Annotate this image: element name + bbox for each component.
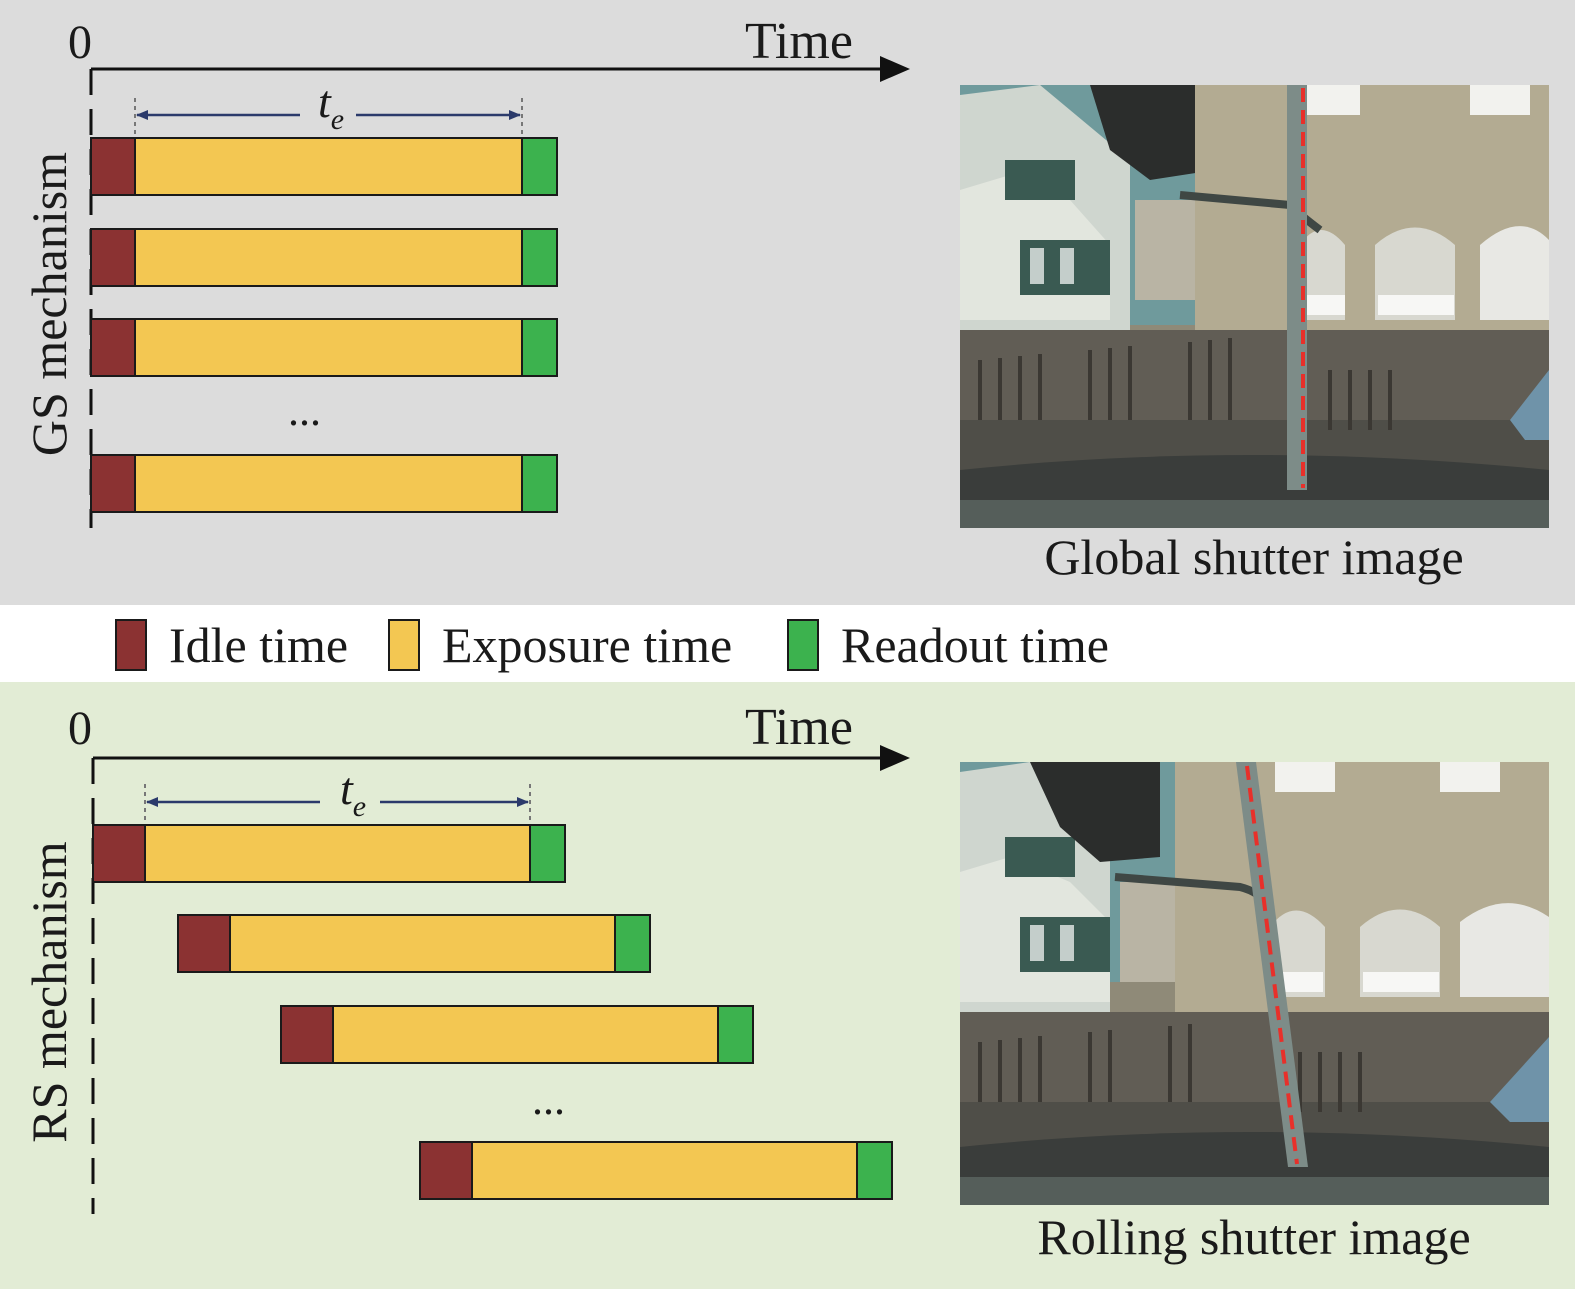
- rs-row-2: [177, 914, 651, 973]
- legend-readout-swatch: [787, 619, 819, 671]
- legend-exposure-label: Exposure time: [442, 617, 733, 673]
- rs-row-2-idle: [177, 914, 231, 973]
- gs-row-1-readout: [521, 137, 558, 196]
- gs-row-3-idle: [90, 318, 136, 377]
- legend-idle-label: Idle time: [169, 617, 349, 673]
- legend-idle-swatch: [115, 619, 147, 671]
- rs-mechanism-label: RS mechanism: [21, 841, 77, 1142]
- gs-row-2-readout: [521, 228, 558, 287]
- legend: Idle time Exposure time Readout time: [0, 605, 1575, 682]
- gs-axis-label: Time: [745, 13, 853, 70]
- legend-exposure: Exposure time: [388, 619, 732, 671]
- gs-ellipsis: ...: [288, 386, 321, 435]
- gs-row-2-idle: [90, 228, 136, 287]
- rs-time-axis-arrowhead: [880, 745, 910, 771]
- rs-row-1-idle: [92, 824, 146, 883]
- gs-photo: [960, 85, 1549, 528]
- gs-row-2: [90, 228, 558, 287]
- rs-row-3: [280, 1005, 754, 1064]
- rs-axis-label: Time: [745, 699, 853, 756]
- rs-row-last-exposure: [471, 1141, 858, 1200]
- gs-te-label: te: [318, 76, 344, 136]
- gs-row-1-idle: [90, 137, 136, 196]
- gs-time-axis-arrowhead: [880, 56, 910, 82]
- rs-photo: [960, 762, 1549, 1205]
- gs-mechanism-label: GS mechanism: [21, 152, 77, 456]
- legend-readout: Readout time: [787, 619, 1109, 671]
- rs-ellipsis: ...: [532, 1075, 565, 1124]
- gs-image-caption: Global shutter image: [1044, 529, 1463, 585]
- rs-row-3-readout: [717, 1005, 754, 1064]
- gs-row-last-readout: [521, 454, 558, 513]
- rs-te-label: te: [340, 763, 366, 823]
- legend-exposure-swatch: [388, 619, 420, 671]
- gs-axis-origin: 0: [68, 16, 92, 69]
- gs-diagram: 0 Time te ...: [21, 13, 1549, 585]
- rs-row-1-exposure: [144, 824, 531, 883]
- gs-row-3-exposure: [134, 318, 523, 377]
- rs-row-3-exposure: [332, 1005, 719, 1064]
- gs-row-2-exposure: [134, 228, 523, 287]
- rs-row-1-readout: [529, 824, 566, 883]
- rs-panel: 0 Time te ... RS: [0, 682, 1575, 1289]
- rs-row-2-exposure: [229, 914, 616, 973]
- gs-panel: 0 Time te ...: [0, 0, 1575, 605]
- rs-row-last-idle: [419, 1141, 473, 1200]
- rs-image-caption: Rolling shutter image: [1037, 1209, 1470, 1265]
- gs-row-1: [90, 137, 558, 196]
- gs-row-last: [90, 454, 558, 513]
- rs-row-2-readout: [614, 914, 651, 973]
- gs-row-1-exposure: [134, 137, 523, 196]
- gs-row-3-readout: [521, 318, 558, 377]
- gs-row-last-exposure: [134, 454, 523, 513]
- rs-row-last-readout: [856, 1141, 893, 1200]
- rs-row-1: [92, 824, 566, 883]
- gs-row-last-idle: [90, 454, 136, 513]
- gs-row-3: [90, 318, 558, 377]
- rs-row-3-idle: [280, 1005, 334, 1064]
- legend-idle: Idle time: [115, 619, 348, 671]
- rs-axis-origin: 0: [68, 702, 92, 755]
- rs-row-last: [419, 1141, 893, 1200]
- rs-diagram: 0 Time te ... RS: [21, 699, 1549, 1265]
- legend-readout-label: Readout time: [841, 617, 1109, 673]
